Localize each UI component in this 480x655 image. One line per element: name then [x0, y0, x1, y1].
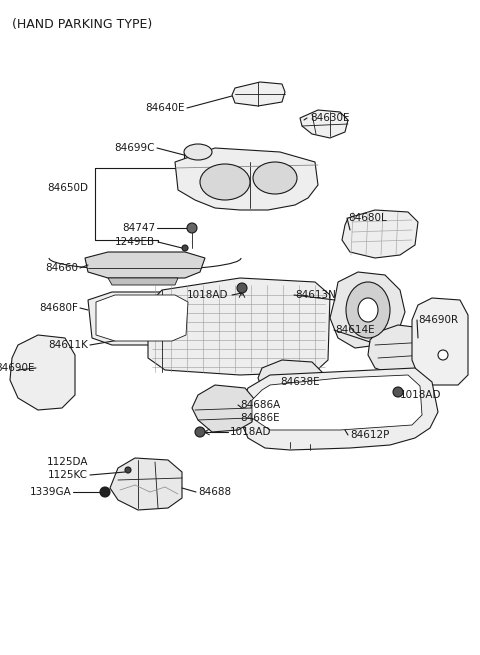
- Text: 1339GA: 1339GA: [30, 487, 72, 497]
- Text: 84613N: 84613N: [295, 290, 336, 300]
- Text: 84688: 84688: [198, 487, 231, 497]
- Text: 84686A: 84686A: [240, 400, 280, 410]
- Polygon shape: [88, 292, 192, 345]
- Ellipse shape: [182, 245, 188, 251]
- Text: 84686E: 84686E: [240, 413, 280, 423]
- Text: 1125DA: 1125DA: [47, 457, 88, 467]
- Ellipse shape: [100, 487, 110, 497]
- Ellipse shape: [184, 144, 212, 160]
- Polygon shape: [10, 335, 75, 410]
- Text: 1018AD: 1018AD: [187, 290, 228, 300]
- Polygon shape: [85, 252, 205, 278]
- Text: 84680F: 84680F: [39, 303, 78, 313]
- Ellipse shape: [195, 427, 205, 437]
- Text: (HAND PARKING TYPE): (HAND PARKING TYPE): [12, 18, 152, 31]
- Ellipse shape: [187, 223, 197, 233]
- Ellipse shape: [393, 387, 403, 397]
- Polygon shape: [96, 295, 188, 341]
- Polygon shape: [108, 278, 178, 285]
- Polygon shape: [252, 375, 422, 430]
- Ellipse shape: [253, 162, 297, 194]
- Text: 1018AD: 1018AD: [230, 427, 272, 437]
- Polygon shape: [184, 152, 212, 170]
- Polygon shape: [192, 385, 255, 432]
- Text: 84650D: 84650D: [47, 183, 88, 193]
- Polygon shape: [232, 82, 285, 106]
- Text: 1018AD: 1018AD: [400, 390, 442, 400]
- Text: 84611K: 84611K: [48, 340, 88, 350]
- Ellipse shape: [438, 350, 448, 360]
- Text: 84680L: 84680L: [348, 213, 387, 223]
- Ellipse shape: [237, 283, 247, 293]
- Ellipse shape: [346, 282, 390, 338]
- Text: 84638E: 84638E: [280, 377, 320, 387]
- Polygon shape: [368, 325, 432, 375]
- Polygon shape: [110, 458, 182, 510]
- Polygon shape: [412, 298, 468, 385]
- Text: 1249EB: 1249EB: [115, 237, 155, 247]
- Text: 1125KC: 1125KC: [48, 470, 88, 480]
- Text: 84614E: 84614E: [335, 325, 374, 335]
- Text: 84612P: 84612P: [350, 430, 389, 440]
- Polygon shape: [240, 368, 438, 450]
- Ellipse shape: [358, 298, 378, 322]
- Polygon shape: [148, 278, 330, 375]
- Text: 84699C: 84699C: [115, 143, 155, 153]
- Text: 84690R: 84690R: [418, 315, 458, 325]
- Polygon shape: [258, 360, 322, 398]
- Polygon shape: [342, 210, 418, 258]
- Text: 84630E: 84630E: [310, 113, 349, 123]
- Polygon shape: [300, 110, 348, 138]
- Ellipse shape: [200, 164, 250, 200]
- Polygon shape: [330, 272, 405, 348]
- Text: 84690E: 84690E: [0, 363, 35, 373]
- Polygon shape: [175, 148, 318, 210]
- Text: 84747: 84747: [122, 223, 155, 233]
- Text: 84660: 84660: [45, 263, 78, 273]
- Text: 84640E: 84640E: [145, 103, 185, 113]
- Ellipse shape: [125, 467, 131, 473]
